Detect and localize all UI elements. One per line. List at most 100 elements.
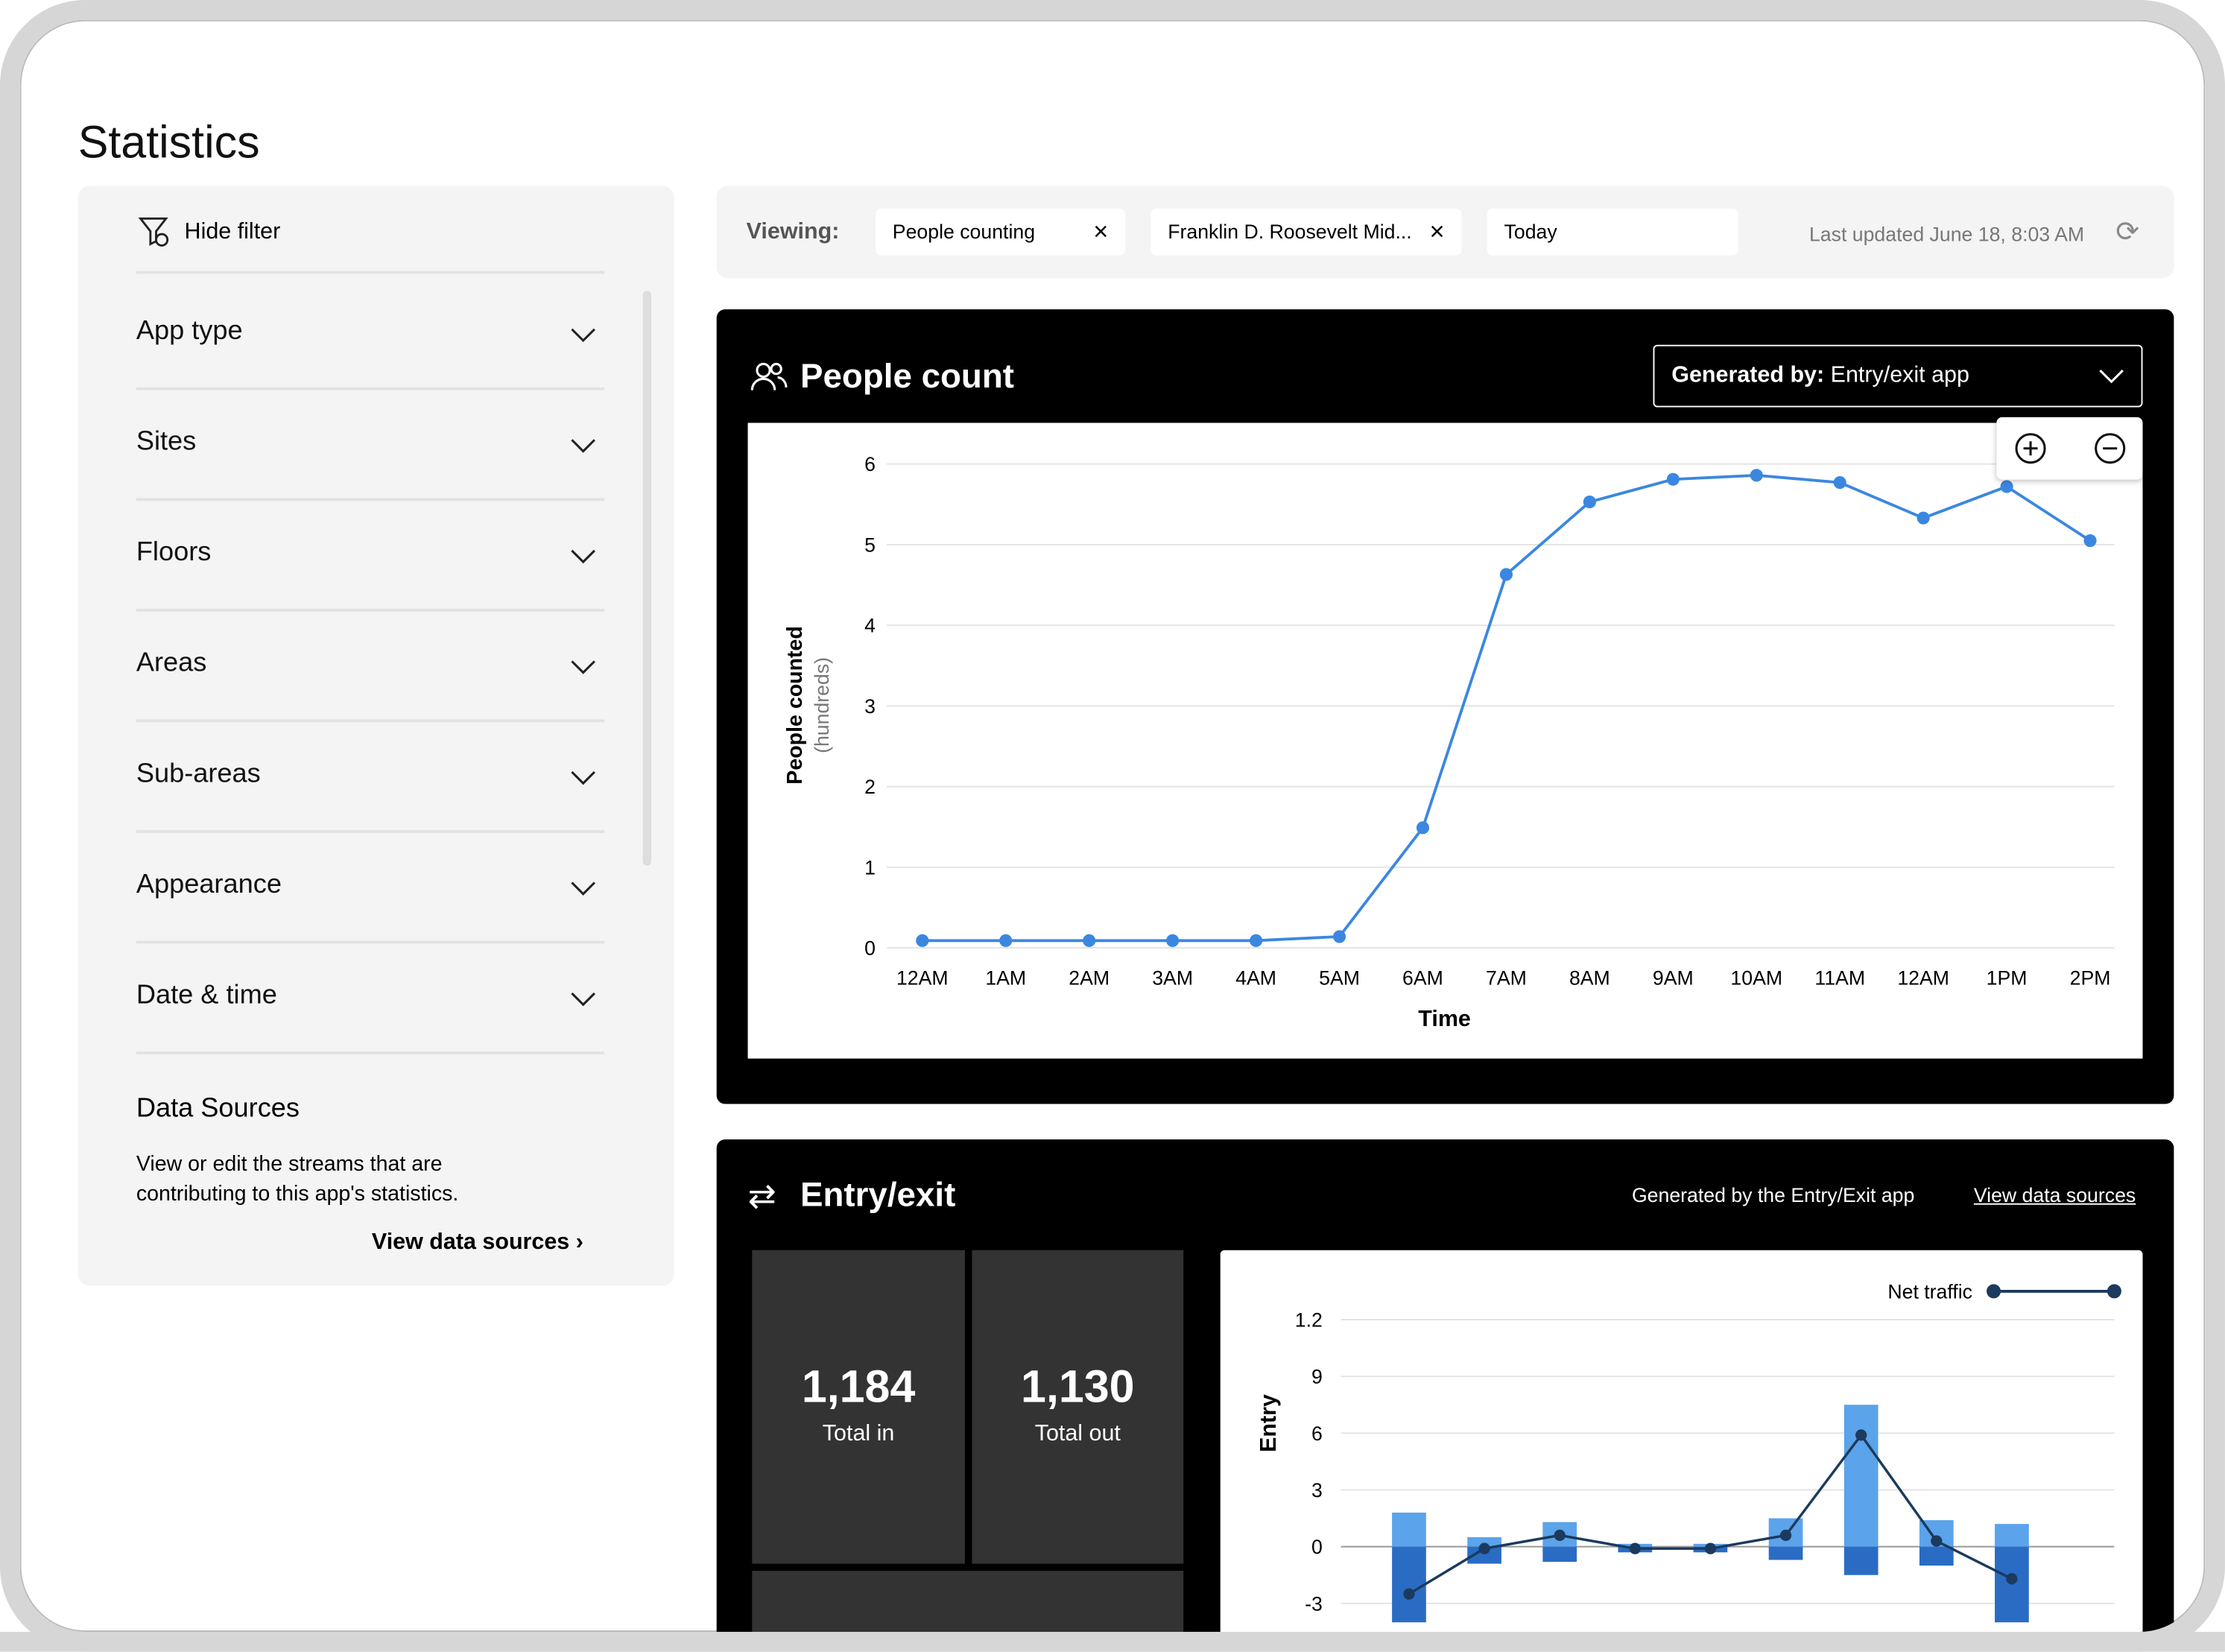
chevron bbox=[571, 549, 595, 564]
filter-item[interactable]: Appearance bbox=[136, 870, 282, 900]
legend-dot bbox=[2107, 1284, 2121, 1299]
y-tick-label: 6 bbox=[864, 453, 876, 475]
x-tick-label: 7AM bbox=[1486, 967, 1527, 990]
filter-item[interactable]: Sites bbox=[136, 427, 197, 458]
x-axis-label: Time bbox=[1418, 1006, 1471, 1031]
divider bbox=[136, 940, 605, 944]
x-tick-label: 12AM bbox=[896, 967, 949, 990]
zoom-out[interactable] bbox=[2093, 431, 2127, 466]
stat-label: Total in bbox=[822, 1422, 895, 1446]
data-point bbox=[1666, 472, 1680, 486]
bar bbox=[1467, 1546, 1501, 1564]
y-tick-label: 0 bbox=[864, 937, 876, 960]
hide-filter[interactable]: Hide filter bbox=[184, 220, 281, 244]
filter-item[interactable]: Floors bbox=[136, 537, 212, 568]
filter-item[interactable]: Date & time bbox=[136, 980, 277, 1010]
data-point bbox=[2000, 480, 2013, 493]
data-point bbox=[1083, 934, 1096, 947]
generated-note: Generated by the Entry/Exit app bbox=[1631, 1183, 1915, 1206]
bar bbox=[1843, 1546, 1879, 1575]
y-tick-label: 3 bbox=[1311, 1479, 1323, 1501]
generated-dropdown[interactable]: Generated by: Entry/exit app bbox=[1653, 344, 2143, 408]
divider bbox=[136, 608, 605, 612]
stat-value: 1,184 bbox=[801, 1361, 916, 1412]
data-point bbox=[1750, 469, 1763, 482]
chevron bbox=[571, 992, 595, 1007]
filter-item[interactable]: App type bbox=[136, 316, 243, 346]
chevron bbox=[2099, 369, 2124, 384]
chip-close[interactable]: × bbox=[1429, 217, 1445, 246]
view-sources-link[interactable]: View data sources bbox=[1973, 1183, 2136, 1206]
x-tick-label: 11AM bbox=[1814, 967, 1865, 990]
bar bbox=[1843, 1405, 1879, 1547]
x-tick-label: 1PM bbox=[1987, 967, 2028, 990]
zoom-controls bbox=[1996, 417, 2143, 480]
refresh-icon[interactable]: ⟳ bbox=[2115, 217, 2140, 249]
filter-panel: Hide filter Data Sources View or edit th… bbox=[77, 186, 674, 1286]
x-tick-label: 8AM bbox=[1569, 967, 1610, 990]
stat-box: 1,130 Total out bbox=[972, 1250, 1184, 1564]
stat-box bbox=[752, 1571, 1184, 1632]
chip-text: People counting bbox=[892, 220, 1036, 243]
chip-text: Franklin D. Roosevelt Mid... bbox=[1168, 220, 1412, 243]
chip[interactable]: Franklin D. Roosevelt Mid... × bbox=[1151, 208, 1462, 256]
link-text[interactable]: View data sources bbox=[371, 1230, 570, 1255]
bar-chart: 1.2 9 6 3 0 -3 Entry Net traffic bbox=[1256, 1280, 2121, 1623]
net-point bbox=[1554, 1529, 1566, 1542]
frame-bottom bbox=[0, 1631, 2225, 1652]
bar bbox=[1392, 1546, 1426, 1623]
data-point bbox=[999, 934, 1013, 947]
y-tick-label: 4 bbox=[864, 615, 876, 637]
panel-title: People count bbox=[800, 357, 1014, 396]
y-tick-label: 1.2 bbox=[1295, 1309, 1323, 1332]
legend-label: Net traffic bbox=[1887, 1280, 1972, 1303]
chip-text: Today bbox=[1504, 220, 1557, 243]
x-tick-label: 2PM bbox=[2070, 967, 2111, 990]
bar bbox=[1768, 1546, 1803, 1560]
zoom-in[interactable] bbox=[2013, 431, 2048, 466]
chevron bbox=[571, 328, 595, 343]
data-point bbox=[1332, 930, 1346, 943]
data-point bbox=[1166, 934, 1180, 947]
chip[interactable]: Today bbox=[1487, 208, 1738, 256]
divider bbox=[136, 830, 605, 833]
sources-link[interactable]: View data sources › bbox=[371, 1230, 583, 1255]
net-point bbox=[1629, 1542, 1641, 1554]
line-chart-area: 0 1 2 3 4 5 6 12AM 1AM 2AM 3AM 4AM 5AM 6AM 7AM 8AM 9AM 10… bbox=[747, 417, 2143, 1059]
x-tick-label: 2AM bbox=[1069, 967, 1110, 990]
viewing-bar: Viewing: People counting × Franklin D. Ro… bbox=[716, 186, 2174, 279]
net-point bbox=[1779, 1529, 1792, 1542]
viewing-label: Viewing: bbox=[746, 220, 840, 244]
filter-icon bbox=[138, 217, 169, 247]
line-chart: 0 1 2 3 4 5 6 12AM 1AM 2AM 3AM 4AM 5AM 6AM 7AM 8AM 9AM 10… bbox=[783, 453, 2115, 1031]
stat-value: 1,130 bbox=[1021, 1361, 1135, 1412]
page-title: Statistics bbox=[77, 116, 260, 168]
net-line bbox=[1408, 1432, 2013, 1595]
data-point bbox=[1583, 496, 1596, 509]
data-point bbox=[1499, 568, 1513, 581]
x-tick-label: 12AM bbox=[1897, 967, 1949, 990]
y-tick-label: 3 bbox=[864, 695, 876, 718]
last-updated: Last updated June 18, 8:03 AM bbox=[1808, 222, 2085, 246]
filter-item[interactable]: Sub-areas bbox=[136, 759, 261, 789]
net-point bbox=[1855, 1429, 1867, 1441]
data-point bbox=[2083, 534, 2097, 548]
bar bbox=[1392, 1512, 1426, 1547]
divider bbox=[136, 387, 605, 390]
y-tick-label: 5 bbox=[864, 534, 876, 556]
chip-close[interactable]: × bbox=[1093, 217, 1109, 246]
sources-text: View or edit the streams that are contri… bbox=[136, 1152, 459, 1206]
y-axis-label: Entry bbox=[1256, 1394, 1281, 1452]
x-tick-label: 9AM bbox=[1653, 967, 1694, 990]
panel-title: Entry/exit bbox=[800, 1176, 956, 1215]
y-tick-label: 2 bbox=[864, 776, 876, 798]
net-point bbox=[2006, 1573, 2018, 1585]
filter-item[interactable]: Areas bbox=[136, 648, 207, 679]
y-tick-label: 0 bbox=[1311, 1536, 1323, 1558]
y-tick-label: -3 bbox=[1305, 1592, 1323, 1615]
bar-chart-area: 1.2 9 6 3 0 -3 Entry Net traffic bbox=[1220, 1250, 2143, 1632]
entry-icon: ⇄ bbox=[747, 1177, 776, 1216]
chip[interactable]: People counting × bbox=[875, 208, 1126, 256]
